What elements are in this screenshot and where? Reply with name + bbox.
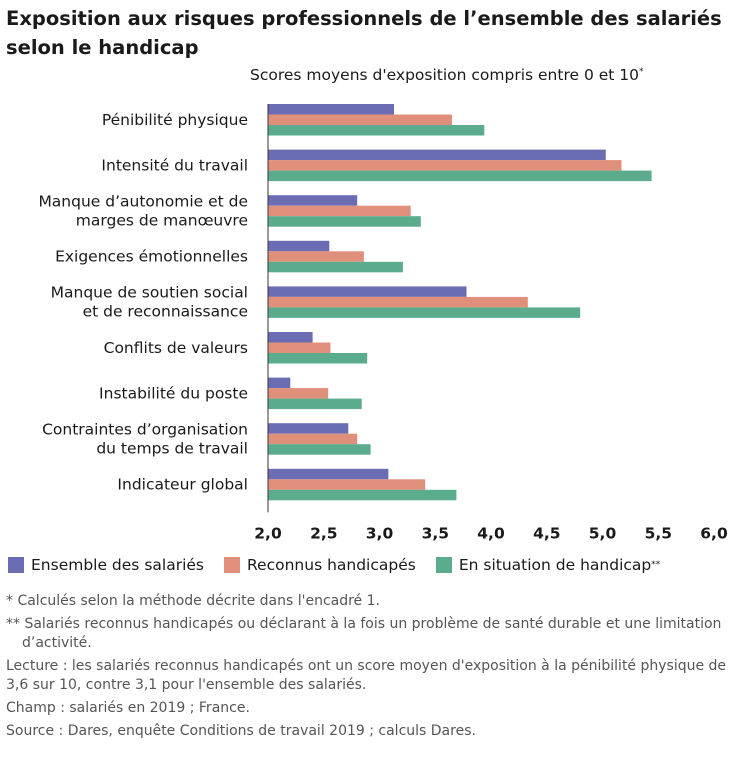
bar-9-series-1 xyxy=(268,468,389,480)
bar-8-series-3 xyxy=(268,444,371,455)
bar-2-series-3 xyxy=(268,170,652,182)
category-label-8-line-2: du temps de travail xyxy=(96,439,248,457)
legend-label-situation: En situation de handicap xyxy=(458,556,652,574)
category-label-1: Pénibilité physique xyxy=(102,111,248,129)
x-tick-label-7: 5,0 xyxy=(589,524,617,542)
legend-item-ensemble: Ensemble des salariés xyxy=(8,556,204,574)
legend-label-reconnus: Reconnus handicapés xyxy=(246,556,416,574)
bar-9-series-3 xyxy=(268,489,457,501)
category-label-4: Exigences émotionnelles xyxy=(55,248,248,266)
x-tick-label-3: 3,0 xyxy=(366,524,394,542)
legend-swatch-reconnus xyxy=(223,557,240,573)
x-tick-label-5: 4,0 xyxy=(477,524,505,542)
lecture-label: Lecture : xyxy=(6,658,68,674)
champ-label: Champ : xyxy=(6,700,65,716)
bar-8-series-2 xyxy=(268,433,358,445)
bar-chart: Pénibilité physique Intensité du travail M… xyxy=(38,104,728,542)
bar-1-series-3 xyxy=(268,125,485,136)
bar-6-series-3 xyxy=(268,353,368,364)
bar-7-series-3 xyxy=(268,398,362,410)
bar-3-series-3 xyxy=(268,216,421,227)
category-label-9: Indicateur global xyxy=(117,476,248,494)
source-text: Dares, enquête Conditions de travail 201… xyxy=(63,723,476,739)
legend-footnote-mark: ** xyxy=(651,560,661,570)
x-tick-label-4: 3,5 xyxy=(422,524,449,542)
champ-text: salariés en 2019 ; France. xyxy=(64,700,250,716)
category-label-3-line-1: Manque d’autonomie et de xyxy=(38,193,248,211)
legend-swatch-ensemble xyxy=(8,557,24,573)
bar-6-series-2 xyxy=(268,342,331,353)
category-label-6: Conflits de valeurs xyxy=(104,339,248,357)
legend-swatch-situation xyxy=(435,557,452,573)
source-label: Source : xyxy=(6,723,64,739)
bar-2-series-2 xyxy=(268,160,622,171)
lecture-text: les salariés reconnus handicapés ont un … xyxy=(6,658,727,693)
category-label-5-line-1: Manque de soutien social xyxy=(51,284,248,302)
bar-5-series-2 xyxy=(268,296,528,308)
category-label-7: Instabilité du poste xyxy=(99,384,248,402)
footnotes: * Calculés selon la méthode décrite dans… xyxy=(6,592,728,745)
source-note: Source : Dares, enquête Conditions de tr… xyxy=(6,722,728,741)
champ-note: Champ : salariés en 2019 ; France. xyxy=(6,699,728,718)
bar-2-series-1 xyxy=(268,149,606,161)
x-tick-label-6: 4,5 xyxy=(533,524,560,542)
bar-3-series-1 xyxy=(268,195,358,206)
footnote-1: * Calculés selon la méthode décrite dans… xyxy=(6,593,380,609)
legend: Ensemble des salariés Reconnus handicapé… xyxy=(8,556,680,574)
bar-7-series-2 xyxy=(268,388,329,399)
category-label-2: Intensité du travail xyxy=(101,156,248,174)
legend-item-reconnus: Reconnus handicapés xyxy=(223,556,416,574)
legend-item-situation: En situation de handicap ** xyxy=(435,556,661,574)
bar-8-series-1 xyxy=(268,423,349,434)
bar-6-series-1 xyxy=(268,332,313,343)
bar-5-series-3 xyxy=(268,307,581,318)
bar-5-series-1 xyxy=(268,286,467,297)
subtitle-footnote-mark: * xyxy=(639,66,644,77)
bar-9-series-2 xyxy=(268,479,426,490)
legend-label-ensemble: Ensemble des salariés xyxy=(31,556,204,574)
bar-3-series-2 xyxy=(268,205,411,217)
subtitle-text: Scores moyens d'exposition compris entre… xyxy=(250,66,639,84)
bar-7-series-1 xyxy=(268,377,291,389)
bar-4-series-1 xyxy=(268,240,330,252)
chart-subtitle: Scores moyens d'exposition compris entre… xyxy=(250,66,644,84)
x-tick-label-8: 5,5 xyxy=(645,524,672,542)
footnote-2: ** Salariés reconnus handicapés ou décla… xyxy=(6,616,722,651)
bar-4-series-3 xyxy=(268,261,403,273)
chart-title: Exposition aux risques professionnels de… xyxy=(6,7,722,59)
category-label-5-line-2: et de reconnaissance xyxy=(83,303,248,321)
bar-1-series-2 xyxy=(268,114,452,125)
lecture-note: Lecture : les salariés reconnus handicap… xyxy=(6,657,728,695)
bar-1-series-1 xyxy=(268,104,394,115)
category-label-3-line-2: marges de manœuvre xyxy=(76,211,248,229)
x-tick-label-2: 2,5 xyxy=(310,524,337,542)
category-label-8-line-1: Contraintes d’organisation xyxy=(42,420,248,438)
x-tick-label-1: 2,0 xyxy=(254,524,282,542)
x-tick-label-9: 6,0 xyxy=(700,524,728,542)
bar-4-series-2 xyxy=(268,251,364,262)
